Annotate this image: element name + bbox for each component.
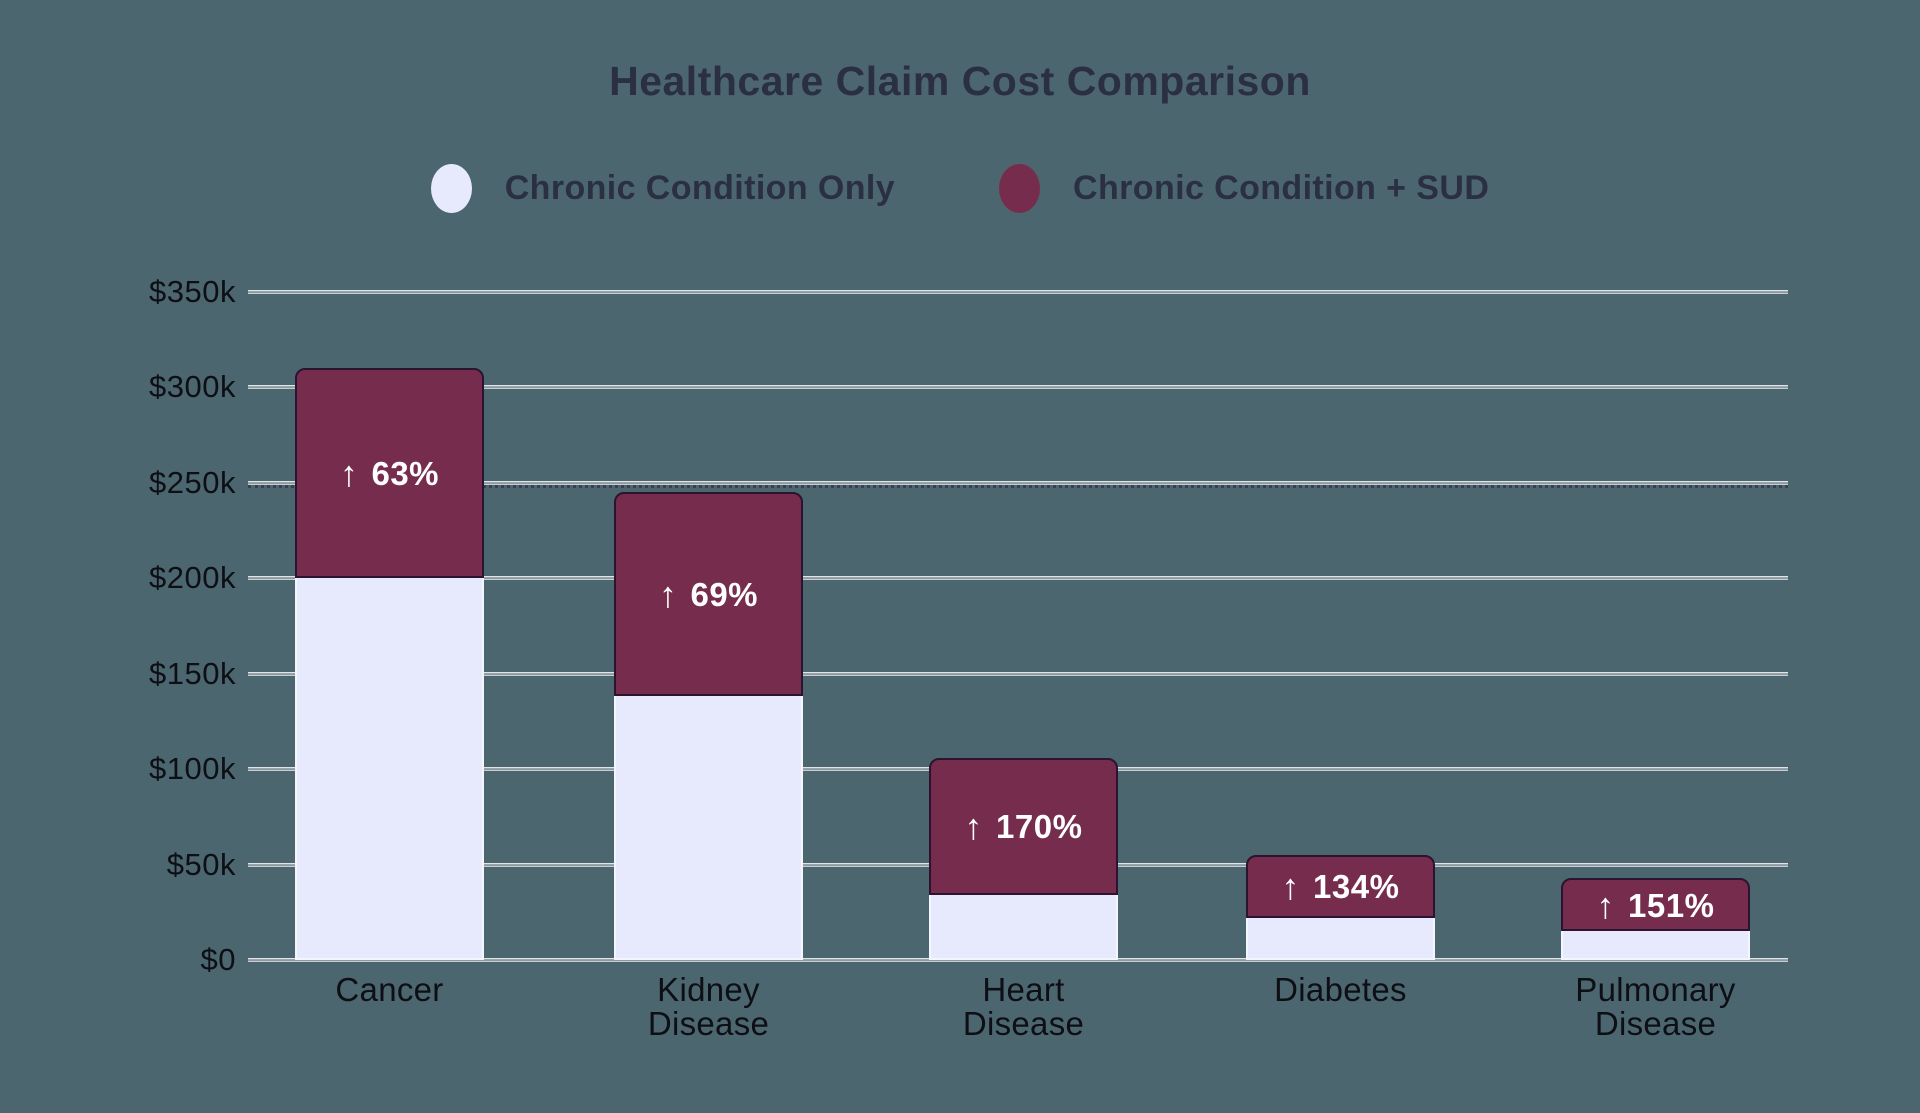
category-label-heart-disease: Disease [962, 1005, 1085, 1042]
bar-segment-chronic-only-cancer [295, 578, 484, 960]
legend-item-chronic-only: Chronic Condition Only [430, 163, 896, 213]
y-gridline [248, 385, 1788, 389]
up-arrow-icon: ↑ [964, 806, 984, 848]
legend-label-chronic-sud: Chronic Condition + SUD [1073, 168, 1490, 207]
bar-segment-chronic-sud-kidney-disease: ↑ 69% [614, 492, 803, 697]
y-tick-label: $0 [200, 942, 236, 977]
increase-label-pulmonary-disease: ↑ 151% [1597, 884, 1715, 926]
increase-percent: 134% [1313, 868, 1400, 906]
y-tick-label: $200k [149, 560, 236, 595]
bar-segment-chronic-only-heart-disease [929, 895, 1118, 960]
increase-label-diabetes: ↑ 134% [1282, 865, 1400, 907]
y-tick-label: $150k [149, 655, 236, 691]
increase-label-cancer: ↑ 63% [340, 452, 439, 494]
chart-legend: Chronic Condition Only Chronic Condition… [0, 160, 1920, 216]
y-gridline [248, 958, 1788, 962]
y-tick-label: $350k [149, 273, 236, 309]
category-label-heart-disease: Heart [982, 971, 1065, 1008]
bar-segment-chronic-sud-diabetes: ↑ 134% [1246, 854, 1435, 918]
increase-percent: 170% [996, 808, 1083, 846]
up-arrow-icon: ↑ [339, 452, 359, 494]
bar-segment-chronic-sud-cancer: ↑ 63% [295, 367, 484, 578]
y-tick-label: $250k [149, 464, 236, 500]
y-tick-label: $100k [149, 751, 236, 786]
bar-segment-chronic-sud-pulmonary-disease: ↑ 151% [1561, 877, 1750, 932]
category-label-diabetes: Diabetes [1274, 971, 1407, 1008]
legend-label-chronic-only: Chronic Condition Only [504, 168, 896, 207]
legend-item-chronic-sud: Chronic Condition + SUD [999, 163, 1490, 213]
y-tick-label: $50k [166, 846, 236, 882]
bar-segment-chronic-sud-heart-disease: ↑ 170% [929, 757, 1118, 896]
increase-percent: 69% [690, 576, 759, 614]
up-arrow-icon: ↑ [1596, 884, 1616, 926]
increase-percent: 151% [1628, 886, 1715, 924]
increase-label-heart-disease: ↑ 170% [965, 805, 1083, 847]
category-label-pulmonary-disease: Disease [1594, 1005, 1717, 1042]
y-gridline [248, 480, 1788, 485]
category-label-kidney-disease: Kidney [657, 971, 760, 1008]
y-tick-label: $300k [149, 369, 236, 404]
legend-marker-chronic-only-icon [430, 163, 472, 213]
increase-label-kidney-disease: ↑ 69% [659, 573, 758, 615]
legend-marker-chronic-sud-icon [999, 163, 1041, 213]
category-label-pulmonary-disease: Pulmonary [1575, 971, 1736, 1008]
chart-title: Healthcare Claim Cost Comparison [609, 58, 1311, 104]
y-gridline [248, 576, 1788, 580]
bar-segment-chronic-only-kidney-disease [614, 696, 803, 960]
bar-segment-chronic-only-pulmonary-disease [1561, 931, 1750, 960]
up-arrow-icon: ↑ [658, 574, 678, 616]
y-gridline-dotted [248, 484, 1788, 488]
up-arrow-icon: ↑ [1281, 866, 1301, 908]
y-gridline [248, 671, 1788, 676]
bar-segment-chronic-only-diabetes [1246, 917, 1435, 960]
y-gridline [248, 289, 1788, 294]
category-label-cancer: Cancer [335, 971, 444, 1008]
increase-percent: 63% [371, 454, 440, 492]
category-label-kidney-disease: Disease [647, 1005, 770, 1042]
